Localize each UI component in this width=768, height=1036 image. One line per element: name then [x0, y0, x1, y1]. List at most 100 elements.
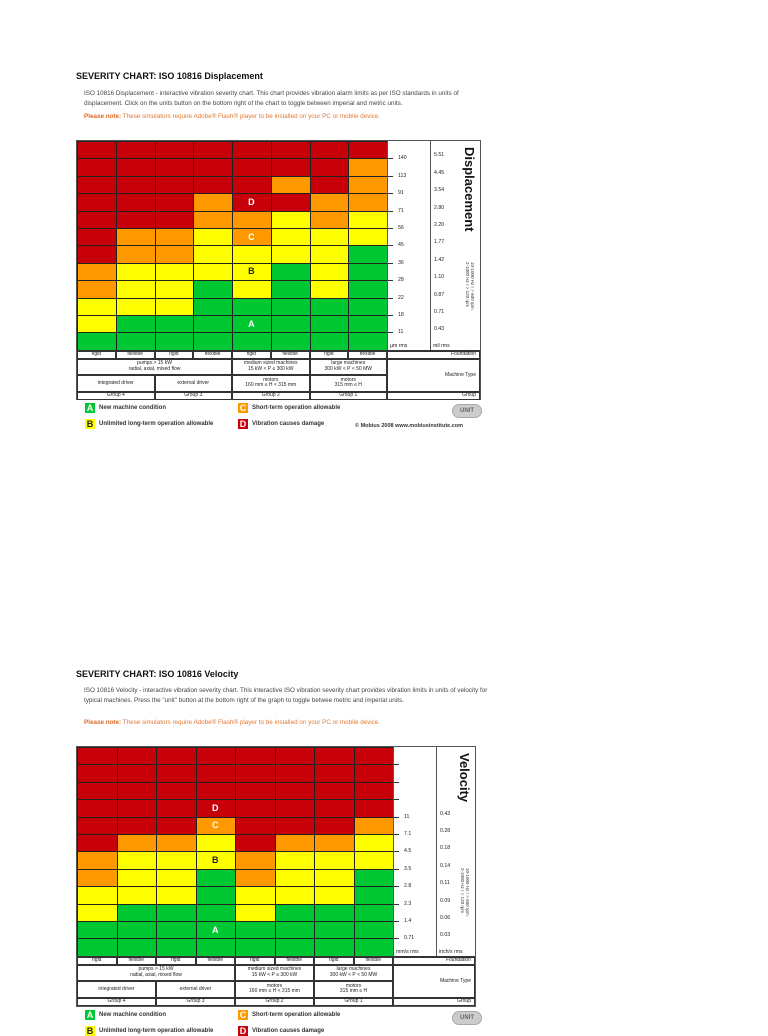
severity-cell[interactable]: [116, 851, 157, 870]
severity-cell[interactable]: [235, 903, 276, 922]
severity-cell[interactable]: [353, 886, 394, 905]
severity-cell[interactable]: [116, 834, 157, 853]
severity-cell[interactable]: [116, 747, 157, 766]
severity-cell[interactable]: [77, 747, 118, 766]
severity-cell[interactable]: [77, 210, 117, 229]
severity-cell[interactable]: [156, 921, 197, 940]
severity-cell[interactable]: [156, 781, 197, 801]
severity-cell[interactable]: [235, 799, 276, 818]
severity-cell[interactable]: [314, 816, 355, 835]
severity-cell[interactable]: [348, 141, 388, 160]
severity-cell[interactable]: [235, 921, 276, 940]
severity-cell[interactable]: [270, 262, 311, 282]
severity-cell[interactable]: [156, 816, 197, 835]
severity-cell[interactable]: [353, 781, 394, 801]
severity-cell[interactable]: [314, 921, 355, 940]
severity-cell[interactable]: [235, 747, 276, 766]
severity-cell[interactable]: [309, 175, 350, 195]
severity-cell[interactable]: [115, 158, 156, 177]
severity-cell[interactable]: [274, 886, 315, 905]
severity-cell[interactable]: [270, 332, 311, 351]
severity-cell[interactable]: [154, 228, 195, 247]
severity-cell[interactable]: [195, 903, 236, 922]
severity-cell[interactable]: [77, 332, 117, 351]
severity-cell[interactable]: [309, 262, 350, 282]
severity-cell[interactable]: [115, 210, 156, 229]
severity-cell[interactable]: [193, 297, 233, 316]
severity-cell[interactable]: [309, 332, 350, 351]
severity-cell[interactable]: [348, 280, 388, 299]
severity-cell[interactable]: [348, 297, 388, 316]
severity-cell[interactable]: [154, 141, 195, 160]
severity-cell[interactable]: [77, 193, 117, 212]
severity-cell[interactable]: [193, 175, 233, 195]
severity-cell[interactable]: [77, 938, 118, 957]
severity-cell[interactable]: [353, 816, 394, 835]
severity-cell[interactable]: [235, 834, 276, 853]
severity-cell[interactable]: [235, 938, 276, 957]
severity-cell[interactable]: [154, 210, 195, 229]
severity-cell[interactable]: [115, 175, 156, 195]
severity-cell[interactable]: [309, 193, 350, 212]
severity-cell[interactable]: [270, 228, 311, 247]
severity-cell[interactable]: [270, 210, 311, 229]
severity-cell[interactable]: [77, 315, 117, 334]
severity-cell[interactable]: [309, 315, 350, 334]
severity-cell[interactable]: [115, 297, 156, 316]
severity-cell[interactable]: [156, 868, 197, 888]
severity-cell[interactable]: [314, 868, 355, 888]
severity-cell[interactable]: [235, 816, 276, 835]
severity-cell[interactable]: [232, 297, 272, 316]
severity-cell[interactable]: [154, 297, 195, 316]
severity-cell[interactable]: [232, 332, 272, 351]
severity-cell[interactable]: [348, 332, 388, 351]
severity-cell[interactable]: [154, 315, 195, 334]
severity-cell[interactable]: [195, 764, 236, 783]
severity-cell[interactable]: [232, 280, 272, 299]
severity-cell[interactable]: [116, 938, 157, 957]
severity-cell[interactable]: [193, 210, 233, 229]
severity-cell[interactable]: [270, 141, 311, 160]
severity-cell[interactable]: [235, 781, 276, 801]
severity-cell[interactable]: [314, 747, 355, 766]
severity-cell[interactable]: [270, 245, 311, 264]
severity-cell[interactable]: [195, 938, 236, 957]
severity-cell[interactable]: [115, 141, 156, 160]
severity-cell[interactable]: [115, 193, 156, 212]
severity-cell[interactable]: [314, 851, 355, 870]
severity-cell[interactable]: [156, 938, 197, 957]
severity-cell[interactable]: [116, 781, 157, 801]
severity-cell[interactable]: [309, 280, 350, 299]
severity-cell[interactable]: [154, 158, 195, 177]
severity-cell[interactable]: [195, 886, 236, 905]
severity-cell[interactable]: [353, 851, 394, 870]
severity-cell[interactable]: [195, 781, 236, 801]
severity-cell[interactable]: [77, 297, 117, 316]
unit-toggle-button[interactable]: UNIT: [452, 404, 482, 418]
severity-cell[interactable]: [77, 280, 117, 299]
severity-cell[interactable]: [77, 262, 117, 282]
severity-cell[interactable]: [309, 210, 350, 229]
severity-cell[interactable]: [309, 158, 350, 177]
severity-cell[interactable]: [115, 280, 156, 299]
severity-cell[interactable]: [348, 315, 388, 334]
severity-cell[interactable]: [154, 245, 195, 264]
severity-cell[interactable]: [156, 851, 197, 870]
severity-cell[interactable]: [274, 764, 315, 783]
severity-cell[interactable]: [115, 315, 156, 334]
severity-cell[interactable]: [193, 158, 233, 177]
severity-cell[interactable]: [193, 262, 233, 282]
severity-cell[interactable]: [195, 834, 236, 853]
severity-cell[interactable]: [193, 245, 233, 264]
severity-cell[interactable]: [274, 921, 315, 940]
severity-cell[interactable]: [116, 903, 157, 922]
severity-cell[interactable]: [77, 921, 118, 940]
severity-cell[interactable]: [154, 332, 195, 351]
severity-cell[interactable]: [193, 193, 233, 212]
severity-cell[interactable]: [314, 886, 355, 905]
severity-cell[interactable]: [353, 903, 394, 922]
severity-cell[interactable]: [77, 175, 117, 195]
severity-cell[interactable]: [270, 175, 311, 195]
severity-cell[interactable]: [274, 747, 315, 766]
severity-cell[interactable]: [77, 903, 118, 922]
